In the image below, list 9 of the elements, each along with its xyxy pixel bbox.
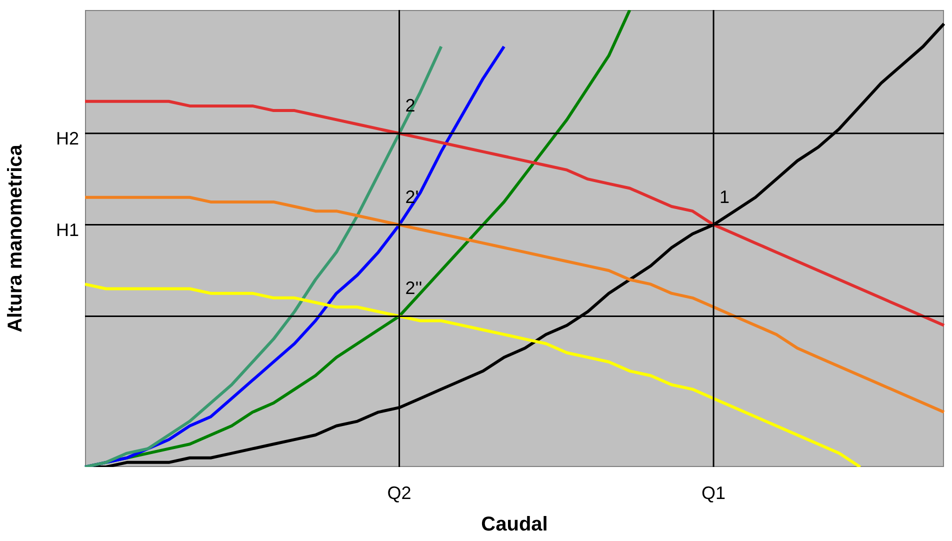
annotation: 2': [405, 186, 419, 207]
annotation: 2'': [405, 278, 422, 298]
ref-line-label: H1: [56, 220, 79, 240]
y-axis-title: Altura manometrica: [4, 144, 27, 332]
x-tick-label: Q2: [387, 482, 412, 503]
ref-line-label: H2: [56, 128, 79, 148]
x-tick-label: Q1: [702, 482, 726, 503]
annotation: 1: [720, 186, 730, 207]
x-axis-title: Caudal: [481, 514, 548, 536]
